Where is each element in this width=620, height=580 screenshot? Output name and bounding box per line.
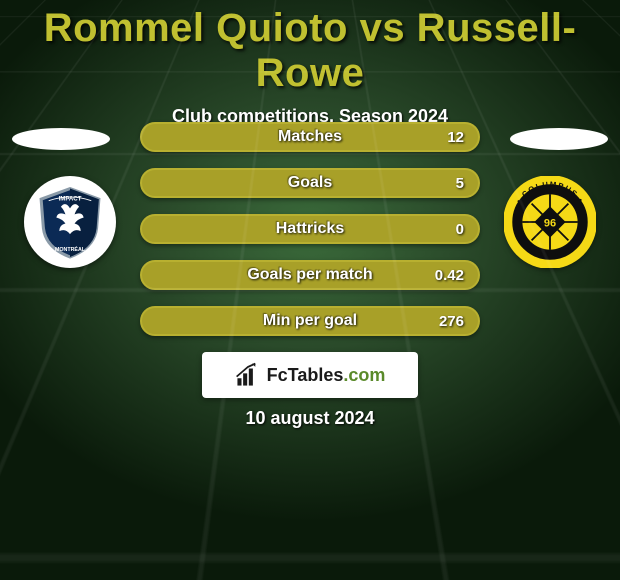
pitch-background: Rommel Quioto vs Russell-Rowe Club compe… (0, 0, 620, 580)
team-crest-right: 96 • COLUMBUS • CREW • SC (504, 176, 596, 268)
stat-value-right: 0.42 (435, 267, 464, 284)
stat-label: Min per goal (263, 312, 357, 330)
svg-text:IMPACT: IMPACT (59, 196, 82, 203)
stat-label: Goals per match (247, 266, 372, 284)
logo-brand: Fc (267, 365, 288, 385)
logo-text: FcTables.com (267, 365, 386, 386)
player-photo-right (510, 128, 608, 150)
stat-label: Matches (278, 128, 342, 146)
stat-row: Min per goal 276 (140, 306, 480, 336)
fctables-logo: FcTables.com (202, 352, 418, 398)
stat-value-right: 5 (456, 175, 464, 192)
date-text: 10 august 2024 (0, 408, 620, 429)
stat-label: Goals (288, 174, 332, 192)
page-title: Rommel Quioto vs Russell-Rowe (0, 0, 620, 96)
bar-chart-icon (235, 362, 261, 388)
team-crest-left: IMPACT MONTRÉAL (24, 176, 116, 268)
player-photo-left (12, 128, 110, 150)
svg-text:96: 96 (544, 218, 556, 230)
content-area: Rommel Quioto vs Russell-Rowe Club compe… (0, 0, 620, 580)
logo-domain: .com (343, 365, 385, 385)
stat-value-right: 0 (456, 221, 464, 238)
stats-list: Matches 12 Goals 5 Hattricks 0 Goals per match… (140, 122, 480, 352)
stat-row: Goals per match 0.42 (140, 260, 480, 290)
stat-value-right: 12 (447, 129, 464, 146)
stat-row: Hattricks 0 (140, 214, 480, 244)
stat-label: Hattricks (276, 220, 344, 238)
stat-row: Matches 12 (140, 122, 480, 152)
montreal-shield-icon: IMPACT MONTRÉAL (32, 184, 108, 260)
stat-row: Goals 5 (140, 168, 480, 198)
logo-rest: Tables (288, 365, 344, 385)
columbus-crew-icon: 96 • COLUMBUS • CREW • SC (504, 176, 596, 268)
stat-value-right: 276 (439, 313, 464, 330)
